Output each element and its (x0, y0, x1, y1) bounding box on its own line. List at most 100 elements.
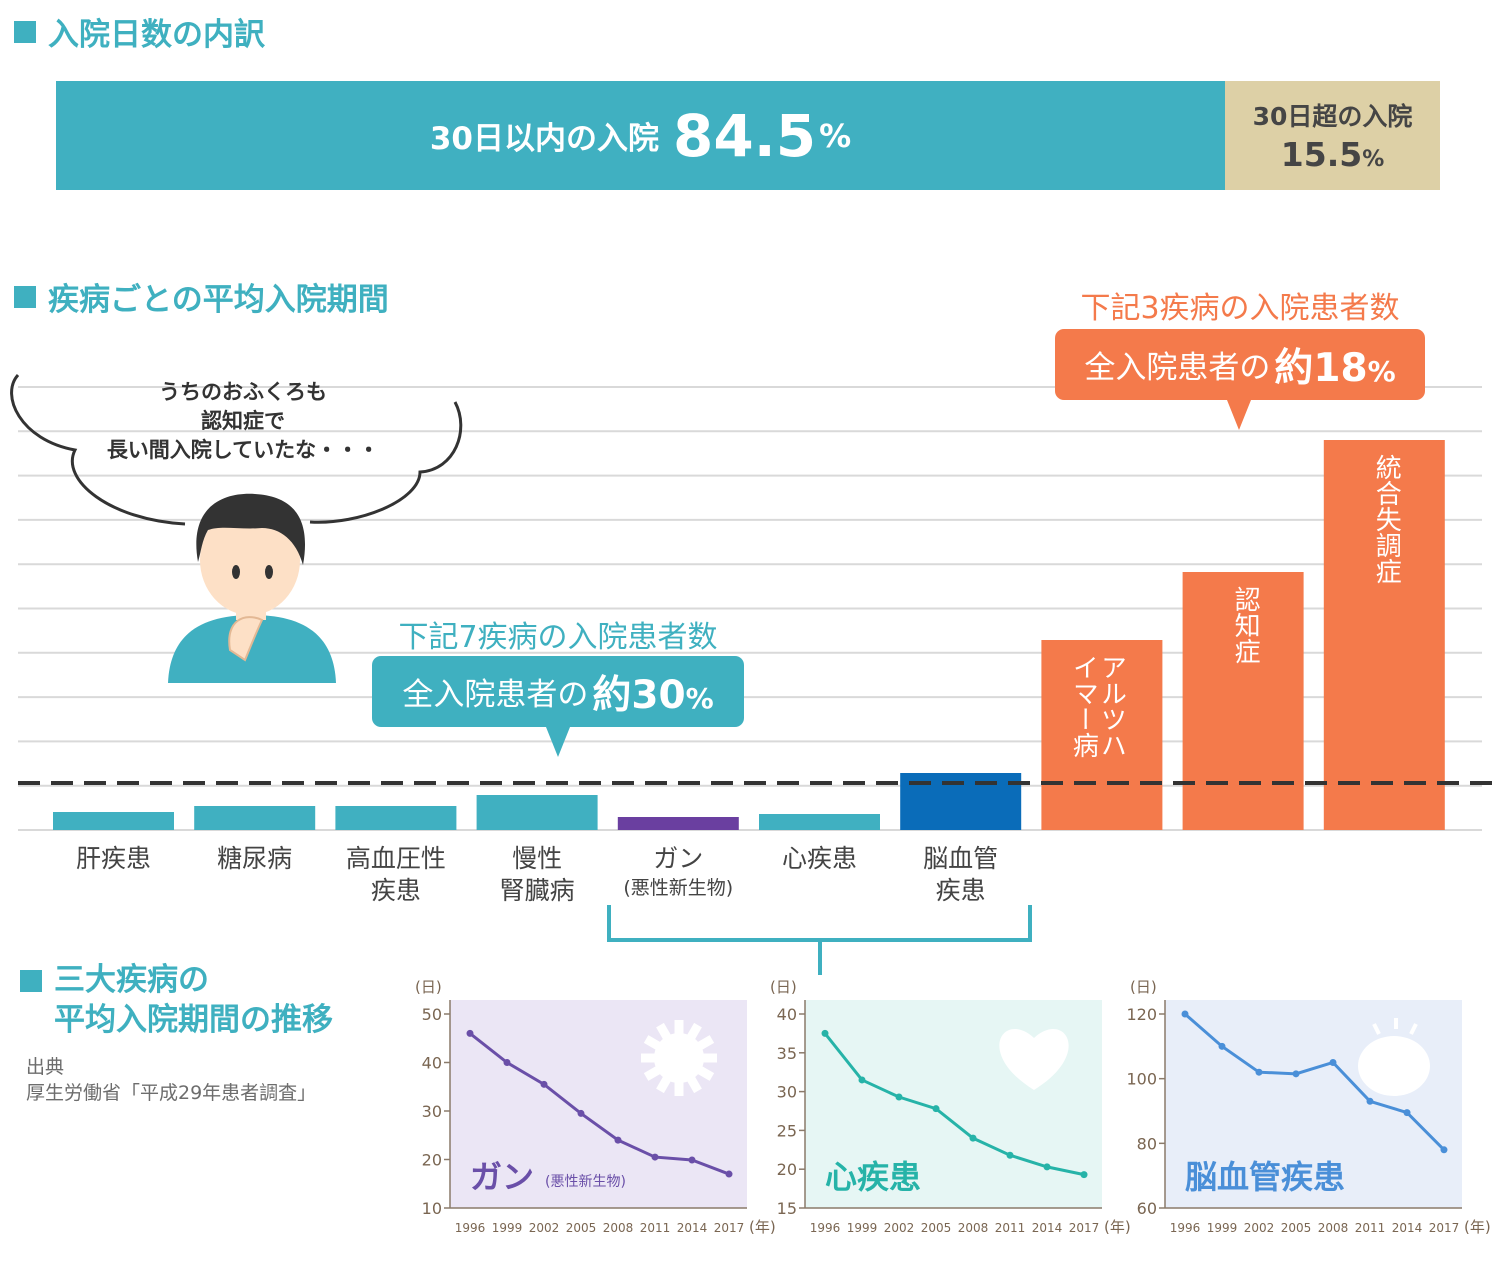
data-point (540, 1080, 548, 1088)
y-tick-label: 30 (777, 1083, 797, 1102)
callout-blue-caption: 下記7疾病の入院患者数 (398, 620, 718, 655)
series-line (469, 1032, 730, 1176)
unit-year-label: (年) (1464, 1218, 1491, 1236)
x-tick-label: 2005 (921, 1221, 952, 1235)
x-tick-label: 2011 (640, 1221, 671, 1235)
data-point (1181, 1010, 1189, 1018)
unit-day-label: (日) (415, 978, 442, 996)
data-point (466, 1029, 474, 1037)
callout-orange-tail (1227, 400, 1251, 430)
x-tick-label: 2014 (1032, 1221, 1063, 1235)
x-tick-label: 1999 (492, 1221, 523, 1235)
section-title-hospital-days: 入院日数の内訳 (14, 9, 265, 54)
data-point (725, 1170, 733, 1178)
section-title-three-major-diseases: 三大疾病の 平均入院期間の推移 (20, 960, 333, 1040)
data-point (1080, 1171, 1088, 1179)
square-bullet-icon (14, 20, 36, 43)
bar-3 (335, 806, 457, 830)
y-tick-label: 100 (1126, 1070, 1157, 1089)
x-tick-label: 2002 (884, 1221, 915, 1235)
y-tick-label: 25 (777, 1121, 797, 1140)
brain-icon (1358, 1018, 1430, 1096)
x-tick-label: 1999 (847, 1221, 878, 1235)
data-point (1366, 1097, 1374, 1105)
data-point (969, 1134, 977, 1142)
x-tick-label: 2005 (1281, 1221, 1312, 1235)
x-tick-label: 1996 (455, 1221, 486, 1235)
data-point (614, 1136, 622, 1144)
data-point (895, 1093, 903, 1101)
y-tick-label: 20 (422, 1151, 442, 1170)
x-tick-label: 1999 (1207, 1221, 1238, 1235)
data-point (932, 1105, 940, 1113)
data-point (651, 1153, 659, 1161)
x-tick-label: 1996 (810, 1221, 841, 1235)
x-tick-label: 2008 (603, 1221, 634, 1235)
x-tick-label: 2005 (566, 1221, 597, 1235)
bar-text-label: 統合失調症 (1371, 454, 1402, 584)
data-point (1043, 1163, 1051, 1171)
x-tick-label: 2008 (958, 1221, 989, 1235)
category-label: 肝疾患 (75, 844, 151, 873)
y-tick-label: 15 (777, 1199, 797, 1218)
percent-sign: % (819, 116, 852, 155)
within-30-days-segment: 30日以内の入院 84.5 % (56, 81, 1225, 190)
y-tick-label: 40 (422, 1054, 442, 1073)
callout-orange-value-wrap: 約18% (1274, 337, 1395, 393)
series-sub-label: (悪性新生物) (545, 1174, 626, 1190)
within-30-days-label: 30日以内の入院 (429, 121, 659, 157)
callout-orange-value: 約18 (1274, 345, 1368, 391)
square-bullet-icon (20, 970, 42, 992)
x-tick-label: 2014 (677, 1221, 708, 1235)
series-line (1184, 1012, 1446, 1151)
category-label: 心疾患 (781, 844, 857, 873)
data-point (1255, 1068, 1263, 1076)
callout-blue-pct: % (685, 681, 714, 715)
y-tick-label: 30 (422, 1102, 442, 1121)
bar-1 (53, 812, 174, 830)
y-tick-label: 80 (1137, 1134, 1157, 1153)
category-label: ガン (悪性新生物) (623, 844, 734, 899)
bar-5 (617, 817, 739, 830)
within-30-days-value: 84.5 (672, 101, 817, 170)
data-point (1403, 1109, 1411, 1117)
data-point (503, 1059, 511, 1066)
mini-chart-stroke: (日) 60 80 100 120 1996 1999 2002 2005 2008 2011 201… (1125, 973, 1495, 1243)
callout-blue-value-wrap: 約30% (592, 664, 713, 720)
unit-year-label: (年) (749, 1218, 776, 1236)
data-point (858, 1076, 866, 1084)
data-point (821, 1029, 829, 1037)
thinking-person-illustration (168, 493, 336, 683)
over-30-days-segment: 30日超の入院 15.5% (1225, 81, 1440, 190)
thought-bubble (10, 373, 463, 526)
section-title-average-stay-by-disease: 疾病ごとの平均入院期間 (14, 274, 389, 319)
unit-day-label: (日) (770, 978, 797, 996)
series-line (823, 1032, 1085, 1177)
heart-icon (999, 1029, 1069, 1090)
x-tick-label: 2014 (1392, 1221, 1423, 1235)
x-tick-label: 2002 (1244, 1221, 1275, 1235)
y-tick-label: 60 (1137, 1199, 1157, 1218)
callout-orange-prefix: 全入院患者の (1084, 350, 1271, 386)
data-point (688, 1156, 696, 1164)
percent-sign: % (1362, 147, 1385, 172)
callout-blue-prefix: 全入院患者の (402, 677, 589, 713)
bar-9 (1182, 572, 1304, 830)
over-30-days-value: 15.5 (1280, 135, 1363, 174)
series-name-label: 心疾患 (825, 1158, 921, 1196)
section3-title-text: 三大疾病の 平均入院期間の推移 (54, 962, 333, 1038)
y-tick-label: 50 (422, 1005, 442, 1024)
category-label: 脳血管 疾患 (923, 844, 999, 905)
data-point (1218, 1042, 1226, 1050)
bar-4 (476, 795, 598, 830)
square-bullet-icon (14, 285, 36, 308)
mini-chart-cancer: (日) 10 20 30 40 50 1996 1999 2002 2005 2008 2011 201… (410, 973, 780, 1243)
x-tick-label: 2008 (1318, 1221, 1349, 1235)
callout-orange: 全入院患者の 約18% (1055, 329, 1425, 400)
data-point (1292, 1070, 1300, 1078)
virus-icon (641, 1020, 717, 1096)
category-label: 慢性 腎臓病 (499, 844, 575, 905)
y-tick-label: 20 (777, 1160, 797, 1179)
y-tick-label: 120 (1126, 1005, 1157, 1024)
